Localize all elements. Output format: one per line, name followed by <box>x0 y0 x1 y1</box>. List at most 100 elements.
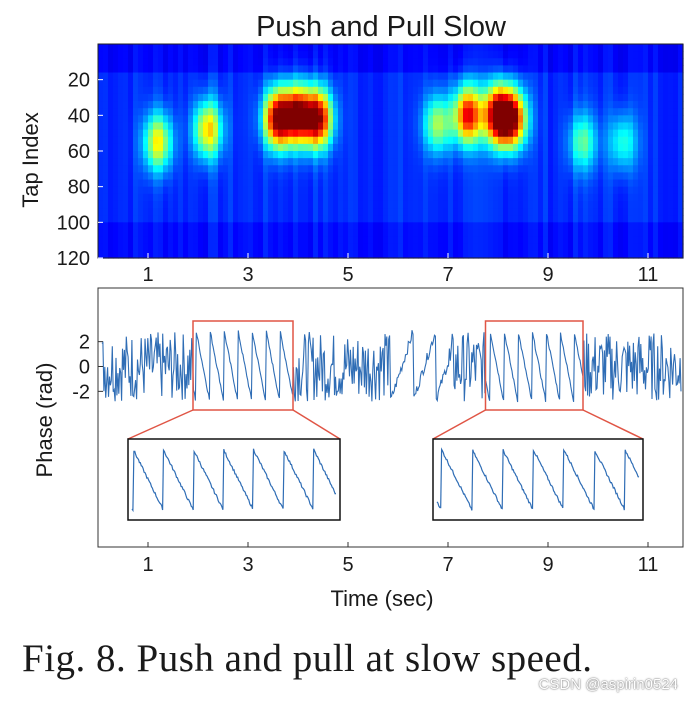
heatmap-cell <box>663 243 669 252</box>
heatmap-cell <box>478 186 484 195</box>
heatmap-cell <box>593 93 599 102</box>
heatmap-cell <box>483 250 489 259</box>
heatmap-cell <box>423 58 429 66</box>
heatmap-cell <box>293 101 299 109</box>
heatmap-cell <box>673 243 679 252</box>
heatmap-cell <box>303 165 309 173</box>
heatmap-cell <box>493 72 499 81</box>
heatmap-cell <box>153 136 159 145</box>
heatmap-cell <box>398 58 404 66</box>
heatmap-cell <box>353 136 359 145</box>
heatmap-cell <box>428 108 434 116</box>
heatmap-cell <box>623 236 629 245</box>
heatmap-cell <box>418 51 424 59</box>
heatmap-cell <box>263 143 269 152</box>
heatmap-cell <box>433 58 439 66</box>
heatmap-cell <box>218 115 224 124</box>
heatmap-cell <box>198 86 204 95</box>
heatmap-cell <box>363 79 369 88</box>
heatmap-cell <box>663 208 669 216</box>
heatmap-cell <box>468 51 474 59</box>
heatmap-cell <box>448 65 454 74</box>
heatmap-cell <box>488 215 494 223</box>
heatmap-cell <box>123 193 129 202</box>
heatmap-cell <box>648 79 654 88</box>
heatmap-cell <box>118 129 124 138</box>
heatmap-cell <box>498 136 504 145</box>
heatmap-cell <box>428 115 434 124</box>
heatmap-cell <box>218 101 224 109</box>
heatmap-cell <box>363 193 369 202</box>
heatmap-cell <box>128 236 134 245</box>
heatmap-cell <box>193 108 199 116</box>
heatmap-cell <box>133 72 139 81</box>
heatmap-cell <box>183 193 189 202</box>
heatmap-cell <box>228 208 234 216</box>
heatmap-cell <box>218 208 224 216</box>
heatmap-cell <box>353 101 359 109</box>
heatmap-cell <box>133 151 139 159</box>
heatmap-cell <box>553 222 559 231</box>
heatmap-cell <box>343 215 349 223</box>
heatmap-cell <box>448 115 454 124</box>
heatmap-cell <box>308 115 314 124</box>
heatmap-cell <box>453 65 459 74</box>
heatmap-cell <box>318 151 324 159</box>
heatmap-cell <box>268 215 274 223</box>
heatmap-cell <box>368 229 374 238</box>
heatmap-cell <box>618 129 624 138</box>
heatmap-cell <box>308 165 314 173</box>
heatmap-cell <box>578 243 584 252</box>
heatmap-cell <box>143 236 149 245</box>
heatmap-cell <box>423 86 429 95</box>
heatmap-cell <box>418 172 424 181</box>
heatmap-cell <box>623 179 629 188</box>
heatmap-cell <box>663 222 669 231</box>
heatmap-cell <box>338 243 344 252</box>
heatmap-cell <box>393 186 399 195</box>
heatmap-cell <box>253 93 259 102</box>
heatmap-cell <box>228 93 234 102</box>
heatmap-cell <box>263 151 269 159</box>
heatmap-cell <box>223 115 229 124</box>
heatmap-cell <box>298 72 304 81</box>
heatmap-cell <box>228 243 234 252</box>
heatmap-cell <box>198 136 204 145</box>
heatmap-cell <box>178 108 184 116</box>
heatmap-cell <box>443 200 449 209</box>
heatmap-cell <box>138 229 144 238</box>
heatmap-cell <box>353 51 359 59</box>
heatmap-cell <box>613 79 619 88</box>
heatmap-cell <box>143 143 149 152</box>
heatmap-cell <box>633 58 639 66</box>
heatmap-cell <box>263 193 269 202</box>
heatmap-cell <box>568 200 574 209</box>
heatmap-cell <box>353 65 359 74</box>
heatmap-cell <box>143 101 149 109</box>
heatmap-cell <box>498 158 504 166</box>
heatmap-cell <box>378 250 384 259</box>
heatmap-cell <box>368 115 374 124</box>
heatmap-cell <box>253 179 259 188</box>
heatmap-cell <box>543 186 549 195</box>
heatmap-cell <box>598 136 604 145</box>
heatmap-cell <box>173 200 179 209</box>
heatmap-y-tick-label: 20 <box>68 70 90 92</box>
heatmap-cell <box>578 158 584 166</box>
heatmap-cell <box>373 65 379 74</box>
heatmap-cell <box>578 236 584 245</box>
heatmap-cell <box>478 179 484 188</box>
heatmap-cell <box>338 229 344 238</box>
heatmap-cell <box>343 51 349 59</box>
heatmap-cell <box>138 208 144 216</box>
heatmap-cell <box>333 122 339 131</box>
heatmap-cell <box>138 115 144 124</box>
heatmap-cell <box>328 136 334 145</box>
heatmap-cell <box>638 151 644 159</box>
heatmap-cell <box>113 229 119 238</box>
heatmap-cell <box>618 72 624 81</box>
heatmap-cell <box>273 208 279 216</box>
heatmap-cell <box>638 250 644 259</box>
heatmap-cell <box>113 44 119 52</box>
heatmap-cell <box>628 229 634 238</box>
